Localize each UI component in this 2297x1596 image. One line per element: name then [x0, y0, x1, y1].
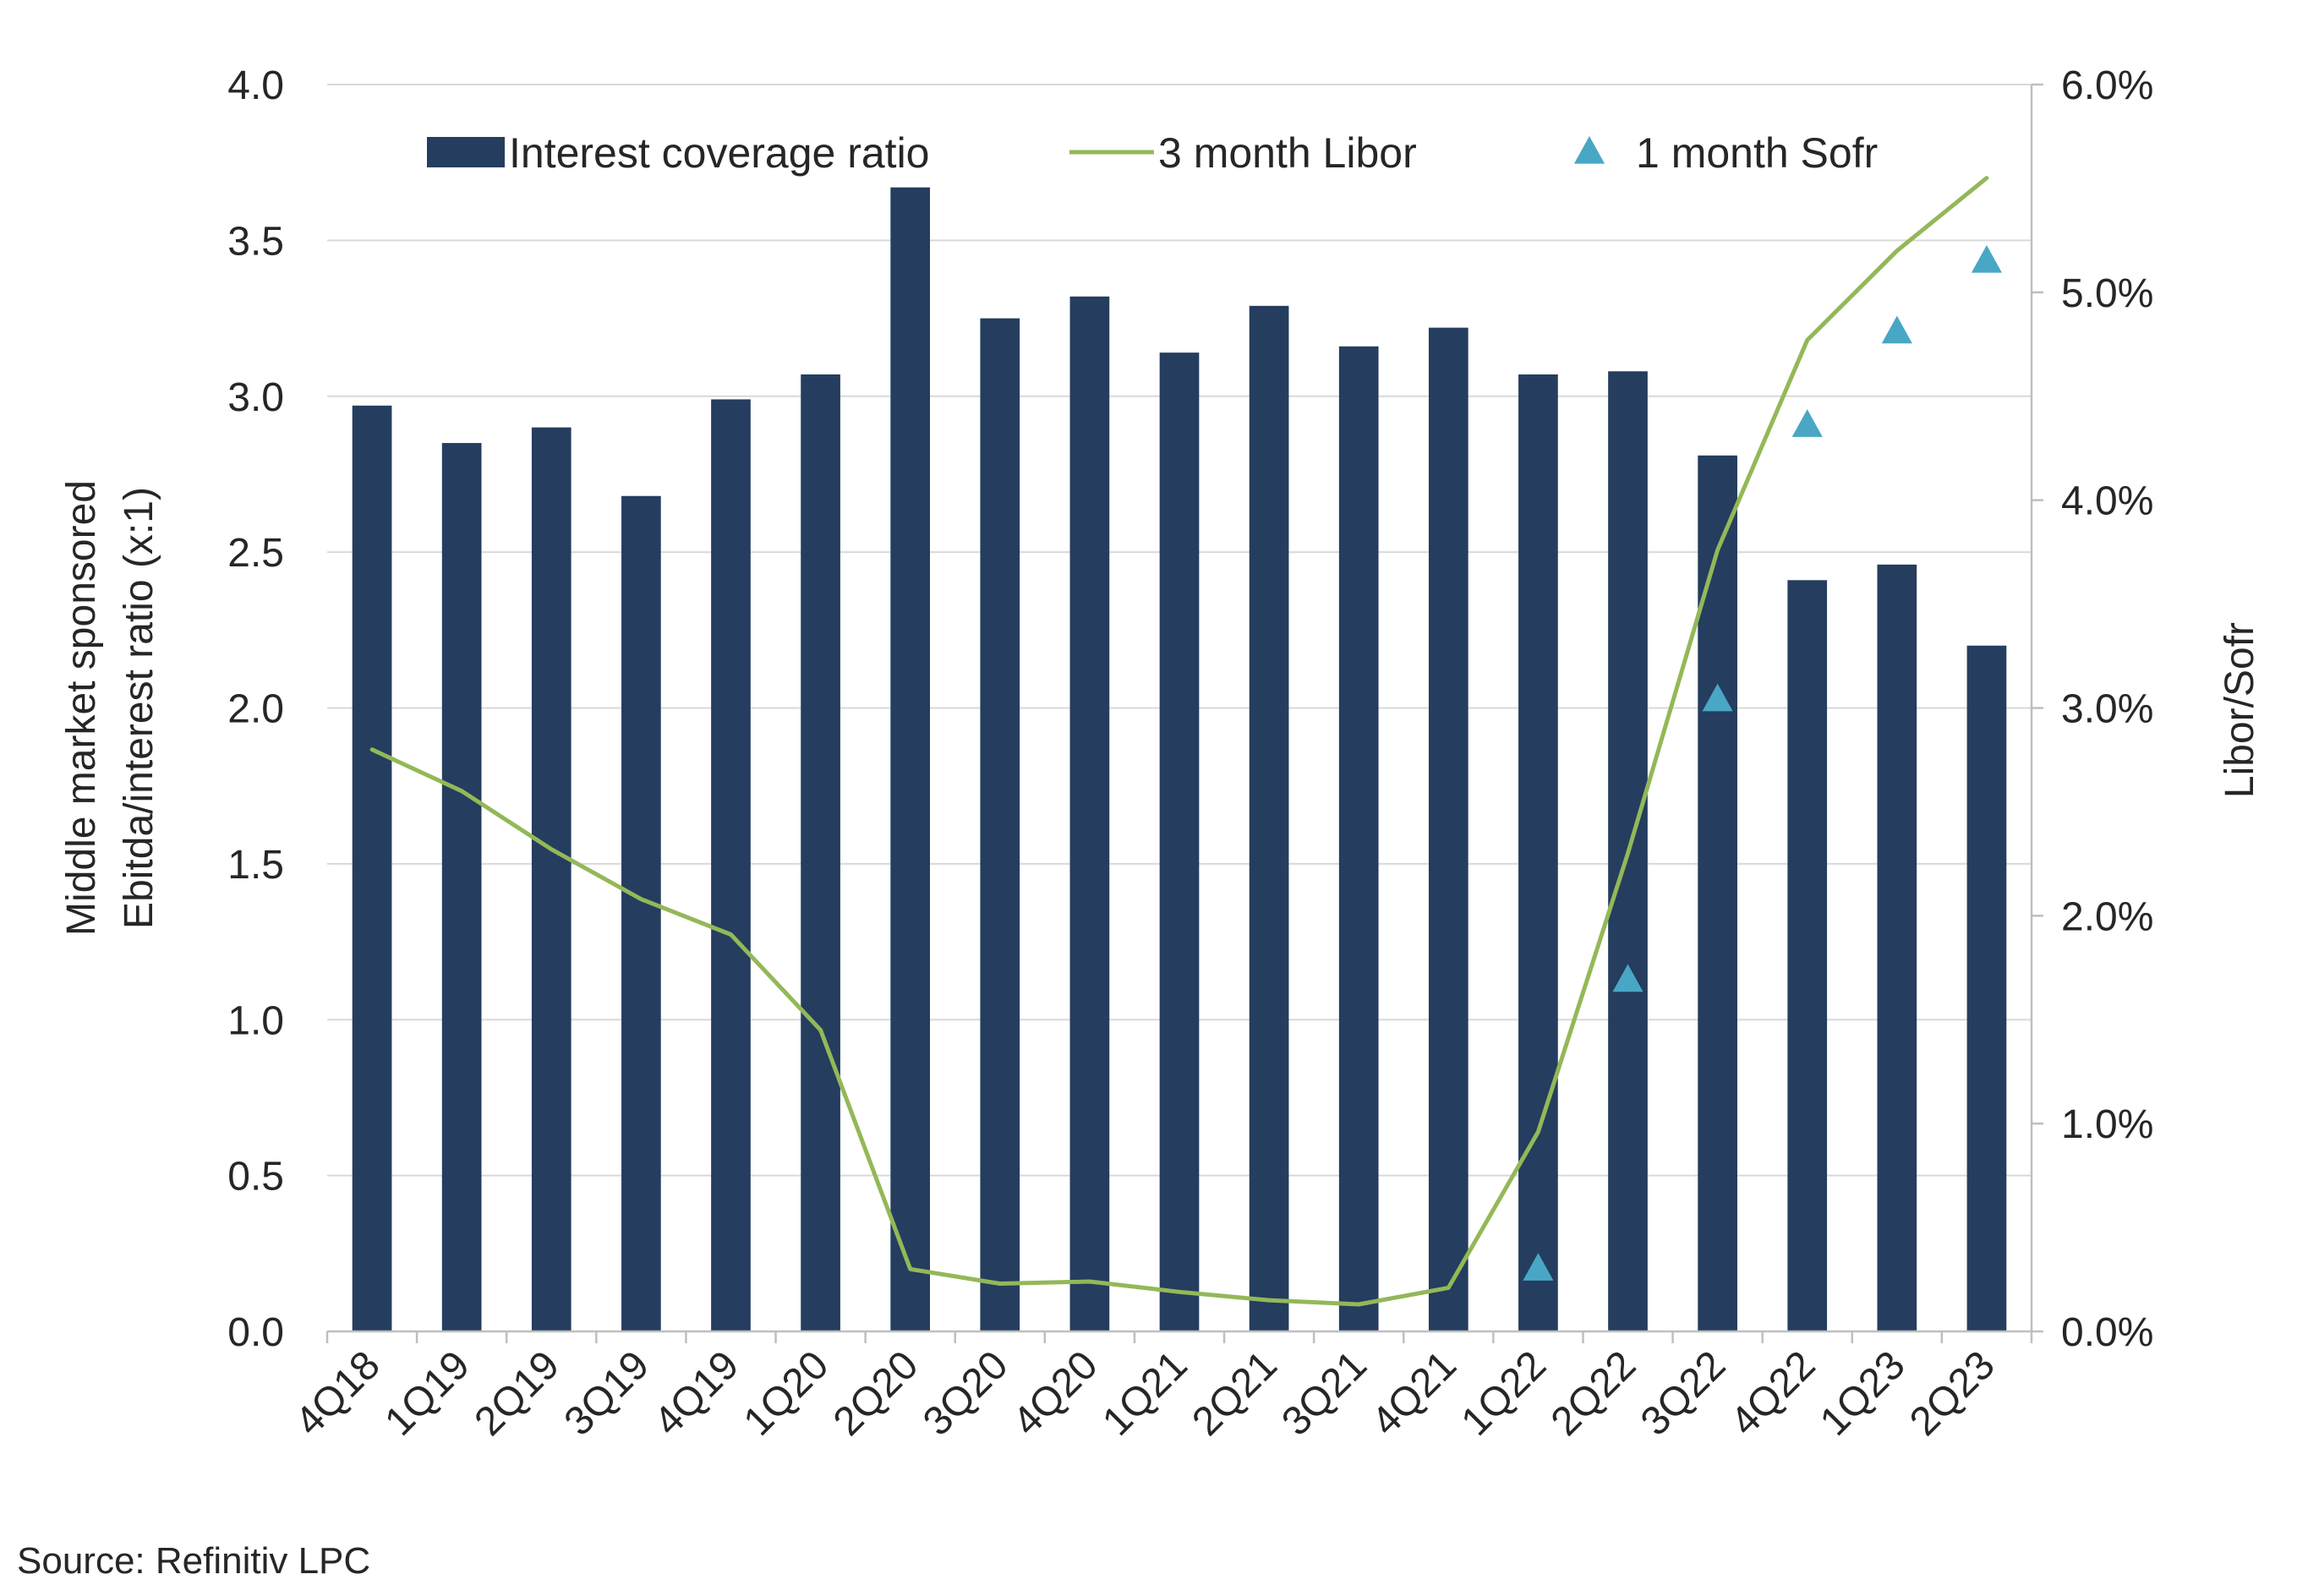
y-tick-label: 1.5 [227, 843, 284, 888]
x-tick-label: 3Q19 [556, 1342, 659, 1445]
bar-1Q20 [801, 374, 840, 1331]
y2-tick-label: 6.0% [2061, 63, 2153, 108]
x-tick-label: 2Q23 [1901, 1342, 2004, 1445]
sofr-marker-2Q22 [1612, 964, 1643, 992]
x-axis-ticks: 4Q181Q192Q193Q194Q191Q202Q203Q204Q201Q21… [287, 1342, 2003, 1445]
x-tick-label: 1Q23 [1812, 1342, 1914, 1445]
x-tick-label: 4Q20 [1004, 1342, 1107, 1445]
right-axis-title: Libor/Sofr [2218, 622, 2262, 798]
x-tick-label: 1Q22 [1453, 1342, 1556, 1445]
left-axis-ticks: 0.0 0.5 1.0 1.5 2.0 2.5 3.0 3.5 4.0 [227, 63, 284, 1355]
y-tick-label: 0.0 [227, 1310, 284, 1355]
bar-3Q21 [1338, 346, 1379, 1331]
bar-1Q22 [1518, 374, 1558, 1331]
x-tick-label: 1Q21 [1094, 1342, 1196, 1445]
x-tick-label: 4Q22 [1722, 1342, 1824, 1445]
x-tick-label: 3Q22 [1633, 1342, 1735, 1445]
sofr-marker-4Q22 [1791, 409, 1823, 437]
source-note: Source: Refinitiv LPC [17, 1540, 371, 1582]
legend-label-line: 3 month Libor [1158, 129, 1417, 177]
y-axis-title-line: Middle market sponsored [59, 480, 104, 936]
y2-tick-label: 5.0% [2061, 271, 2153, 316]
y2-axis-title: Libor/Sofr [2218, 622, 2262, 798]
x-tick-label: 2Q19 [467, 1342, 569, 1445]
x-tick-label: 4Q18 [287, 1342, 389, 1445]
bar-1Q21 [1159, 353, 1200, 1331]
x-tick-label: 2Q21 [1184, 1342, 1286, 1445]
bar-4Q21 [1428, 327, 1468, 1331]
y2-tick-label: 4.0% [2061, 479, 2153, 524]
bars [352, 187, 2007, 1331]
x-tick-label: 2Q20 [825, 1342, 927, 1445]
y2-tick-label: 0.0% [2061, 1310, 2153, 1355]
sofr-marker-2Q23 [1971, 244, 2002, 273]
bar-2Q19 [531, 427, 572, 1331]
y-tick-label: 1.0 [227, 998, 284, 1043]
bar-4Q20 [1069, 296, 1110, 1331]
bar-3Q20 [980, 318, 1020, 1331]
sofr-marker-1Q22 [1523, 1253, 1554, 1281]
x-tick-label: 1Q19 [376, 1342, 479, 1445]
y-tick-label: 3.0 [227, 375, 284, 420]
legend: Interest coverage ratio 3 month Libor 1 mo… [427, 129, 1878, 177]
sofr-marker-1Q23 [1881, 315, 1912, 344]
libor-series-line [369, 176, 1989, 1307]
y2-tick-label: 1.0% [2061, 1102, 2153, 1147]
legend-label-bars: Interest coverage ratio [509, 129, 930, 177]
y-tick-label: 4.0 [227, 63, 284, 108]
y-axis-title-line: Ebitda/interest ratio (x:1) [117, 487, 161, 929]
x-tick-label: 3Q20 [915, 1342, 1017, 1445]
x-tick-label: 4Q21 [1364, 1342, 1466, 1445]
bar-4Q19 [711, 399, 751, 1331]
bar-3Q19 [621, 495, 661, 1331]
y-tick-label: 2.5 [227, 531, 284, 576]
axes [325, 83, 2043, 1343]
bar-2Q20 [890, 187, 931, 1331]
bar-4Q22 [1787, 580, 1828, 1331]
x-tick-label: 2Q22 [1543, 1342, 1645, 1445]
bar-3Q22 [1698, 455, 1737, 1331]
libor-line [369, 176, 1989, 1307]
left-axis-title: Middle market sponsored Ebitda/interest r… [59, 480, 161, 936]
y2-tick-label: 3.0% [2061, 687, 2153, 732]
x-tick-label: 4Q19 [646, 1342, 748, 1445]
y-tick-label: 0.5 [227, 1155, 284, 1200]
y-tick-label: 3.5 [227, 219, 284, 264]
x-tick-label: 1Q20 [736, 1342, 838, 1445]
x-tick-label: 3Q21 [1273, 1342, 1375, 1445]
legend-bar-swatch [427, 137, 505, 167]
sofr-markers [1523, 244, 2002, 1281]
right-axis-ticks: 0.0% 1.0% 2.0% 3.0% 4.0% 5.0% 6.0% [2061, 63, 2153, 1355]
bar-2Q23 [1966, 645, 2007, 1331]
legend-marker-swatch [1573, 136, 1605, 164]
bar-1Q23 [1877, 564, 1917, 1331]
sofr-marker-3Q22 [1702, 683, 1733, 712]
bar-2Q21 [1249, 305, 1289, 1331]
y2-tick-label: 2.0% [2061, 894, 2153, 939]
bar-1Q19 [441, 443, 482, 1331]
bar-4Q18 [352, 405, 392, 1331]
y-tick-label: 2.0 [227, 687, 284, 732]
legend-label-markers: 1 month Sofr [1636, 129, 1878, 177]
